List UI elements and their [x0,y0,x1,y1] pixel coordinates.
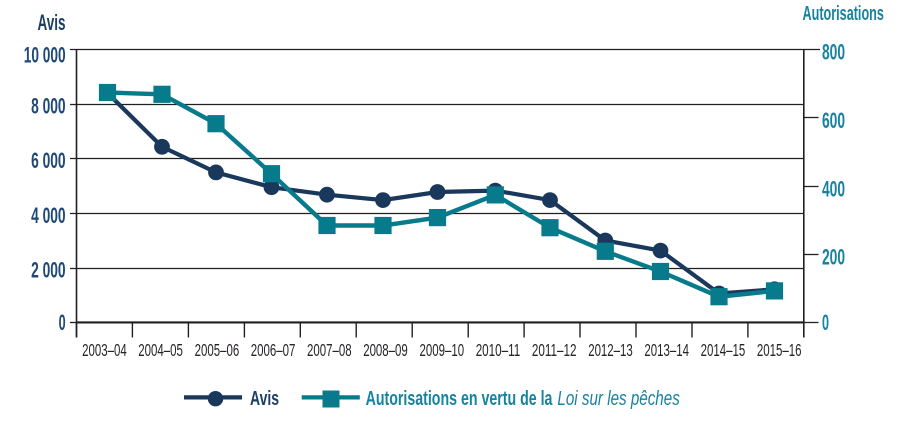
svg-text:2011–12: 2011–12 [532,340,577,360]
svg-text:2010–11: 2010–11 [476,340,521,360]
svg-text:2004–05: 2004–05 [138,340,183,360]
svg-text:Loi sur les pêches: Loi sur les pêches [557,388,679,410]
svg-text:Avis: Avis [250,388,279,410]
svg-text:10 000: 10 000 [24,43,66,68]
svg-text:Autorisations en vertu de la: Autorisations en vertu de la [366,388,553,410]
svg-text:2006–07: 2006–07 [251,340,296,360]
svg-text:2012–13: 2012–13 [588,340,633,360]
svg-text:2013–14: 2013–14 [644,340,689,360]
svg-text:Avis: Avis [38,10,66,35]
svg-text:0: 0 [822,310,829,335]
svg-text:4 000: 4 000 [31,203,66,228]
svg-text:2005–06: 2005–06 [195,340,240,360]
svg-text:2015–16: 2015–16 [757,340,802,360]
svg-text:Autorisations: Autorisations [803,3,884,25]
svg-text:400: 400 [822,176,845,201]
svg-text:2 000: 2 000 [31,258,66,283]
svg-text:8 000: 8 000 [31,93,66,118]
svg-text:2009–10: 2009–10 [420,340,465,360]
svg-text:2003–04: 2003–04 [82,340,127,360]
svg-text:200: 200 [822,245,845,270]
svg-text:6 000: 6 000 [31,148,66,173]
svg-text:800: 800 [822,39,845,64]
svg-text:2014–15: 2014–15 [701,340,746,360]
svg-text:2008–09: 2008–09 [363,340,408,360]
svg-text:0: 0 [59,310,66,335]
svg-text:600: 600 [822,108,845,133]
svg-text:2007–08: 2007–08 [307,340,352,360]
